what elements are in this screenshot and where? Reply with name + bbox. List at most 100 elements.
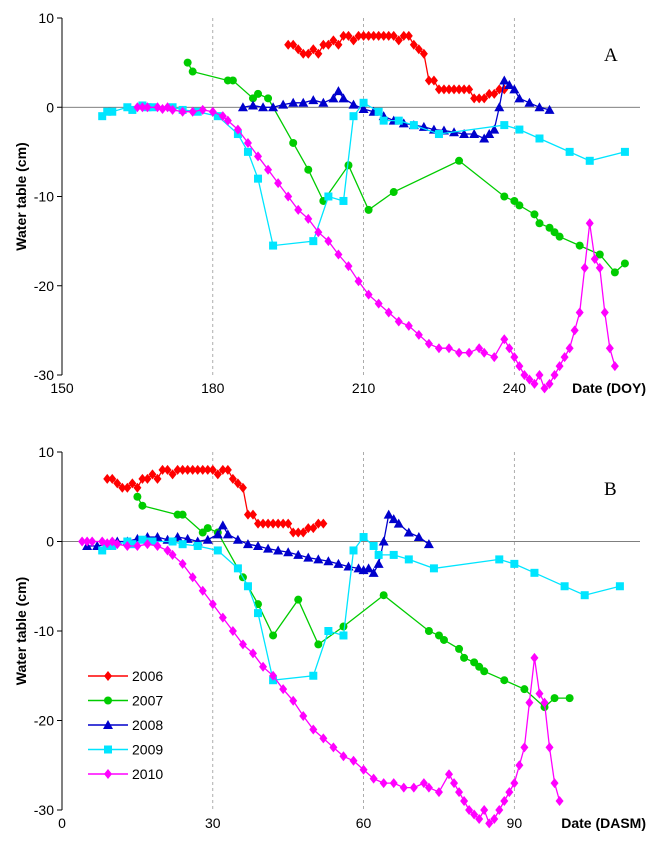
data-point-2010 bbox=[550, 778, 559, 789]
data-point-2007 bbox=[550, 694, 559, 703]
data-point-2010 bbox=[394, 316, 403, 327]
data-point-2009 bbox=[213, 546, 222, 555]
data-point-2008 bbox=[544, 104, 555, 114]
data-point-2008 bbox=[504, 79, 515, 89]
data-point-2006 bbox=[349, 35, 358, 46]
data-point-2009 bbox=[138, 535, 147, 544]
data-point-2008 bbox=[358, 104, 369, 114]
legend-marker bbox=[104, 769, 112, 779]
data-point-2009 bbox=[309, 671, 318, 680]
data-point-2006 bbox=[344, 30, 353, 41]
data-point-2006 bbox=[374, 30, 383, 41]
data-point-2009 bbox=[359, 98, 368, 107]
data-point-2006 bbox=[319, 518, 328, 529]
data-point-2010 bbox=[525, 374, 534, 385]
data-point-2010 bbox=[555, 361, 564, 372]
data-point-2010 bbox=[470, 809, 479, 820]
legend-label: 2006 bbox=[132, 668, 163, 684]
data-point-2010 bbox=[545, 378, 554, 389]
data-point-2006 bbox=[394, 35, 403, 46]
y-tick-label: -10 bbox=[34, 623, 54, 639]
data-point-2010 bbox=[515, 760, 524, 771]
data-point-2007 bbox=[460, 653, 469, 662]
data-point-2010 bbox=[379, 778, 388, 789]
data-point-2007 bbox=[264, 94, 273, 103]
data-point-2010 bbox=[208, 106, 217, 117]
data-point-2010 bbox=[530, 652, 539, 663]
data-point-2009 bbox=[495, 555, 504, 564]
data-point-2010 bbox=[299, 711, 308, 722]
data-point-2010 bbox=[434, 343, 443, 354]
series-line-2010 bbox=[137, 106, 616, 390]
data-point-2008 bbox=[253, 540, 264, 550]
data-point-2010 bbox=[570, 325, 579, 336]
data-point-2006 bbox=[309, 523, 318, 534]
data-point-2006 bbox=[319, 39, 328, 50]
y-tick-label: -30 bbox=[34, 367, 54, 383]
series-line-2007 bbox=[136, 496, 570, 708]
data-point-2010 bbox=[490, 813, 499, 824]
x-tick-label: 180 bbox=[201, 380, 225, 396]
data-point-2006 bbox=[143, 473, 152, 484]
data-point-2006 bbox=[148, 469, 157, 480]
data-point-2008 bbox=[268, 102, 279, 112]
data-point-2008 bbox=[263, 543, 274, 553]
x-tick-label: 150 bbox=[50, 380, 74, 396]
data-point-2010 bbox=[329, 742, 338, 753]
data-point-2010 bbox=[450, 778, 459, 789]
data-point-2008 bbox=[308, 95, 319, 105]
data-point-2006 bbox=[334, 39, 343, 50]
legend-marker bbox=[104, 671, 112, 681]
data-point-2008 bbox=[494, 102, 505, 112]
data-point-2007 bbox=[439, 635, 448, 644]
data-point-2010 bbox=[515, 361, 524, 372]
data-point-2007 bbox=[565, 694, 574, 703]
data-point-2008 bbox=[403, 527, 414, 537]
data-point-2009 bbox=[339, 631, 348, 640]
data-point-2008 bbox=[373, 558, 384, 568]
data-point-2010 bbox=[218, 612, 227, 623]
data-point-2010 bbox=[575, 307, 584, 318]
data-point-2010 bbox=[208, 599, 217, 610]
data-point-2008 bbox=[247, 100, 258, 110]
data-point-2007 bbox=[254, 89, 263, 98]
data-point-2007 bbox=[339, 622, 348, 631]
data-point-2008 bbox=[383, 509, 394, 519]
data-point-2010 bbox=[434, 787, 443, 798]
data-point-2008 bbox=[509, 84, 520, 94]
data-point-2010 bbox=[374, 298, 383, 309]
data-point-2006 bbox=[128, 478, 137, 489]
data-point-2010 bbox=[248, 648, 257, 659]
data-point-2009 bbox=[585, 156, 594, 165]
data-point-2006 bbox=[434, 84, 443, 95]
data-point-2006 bbox=[208, 464, 217, 475]
data-point-2006 bbox=[490, 88, 499, 99]
data-point-2006 bbox=[460, 84, 469, 95]
data-point-2006 bbox=[299, 527, 308, 538]
data-point-2008 bbox=[388, 514, 399, 524]
data-point-2007 bbox=[269, 631, 278, 640]
data-point-2010 bbox=[269, 670, 278, 681]
data-point-2006 bbox=[279, 518, 288, 529]
data-point-2007 bbox=[188, 67, 197, 76]
data-point-2008 bbox=[514, 93, 525, 103]
data-point-2009 bbox=[389, 550, 398, 559]
data-point-2008 bbox=[368, 567, 379, 577]
data-point-2009 bbox=[324, 627, 333, 635]
legend: 2006 2007 2008 2009 2010 bbox=[88, 668, 163, 782]
data-point-2009 bbox=[193, 107, 202, 116]
data-point-2010 bbox=[500, 334, 509, 345]
data-point-2006 bbox=[419, 48, 428, 59]
data-point-2009 bbox=[500, 121, 509, 130]
data-point-2010 bbox=[540, 697, 549, 708]
data-point-2008 bbox=[288, 97, 299, 107]
data-point-2010 bbox=[259, 661, 268, 672]
data-point-2008 bbox=[217, 520, 228, 530]
data-point-2006 bbox=[414, 44, 423, 55]
data-point-2010 bbox=[600, 307, 609, 318]
data-point-2006 bbox=[163, 464, 172, 475]
data-point-2007 bbox=[314, 640, 323, 649]
y-tick-label: -20 bbox=[34, 713, 54, 729]
